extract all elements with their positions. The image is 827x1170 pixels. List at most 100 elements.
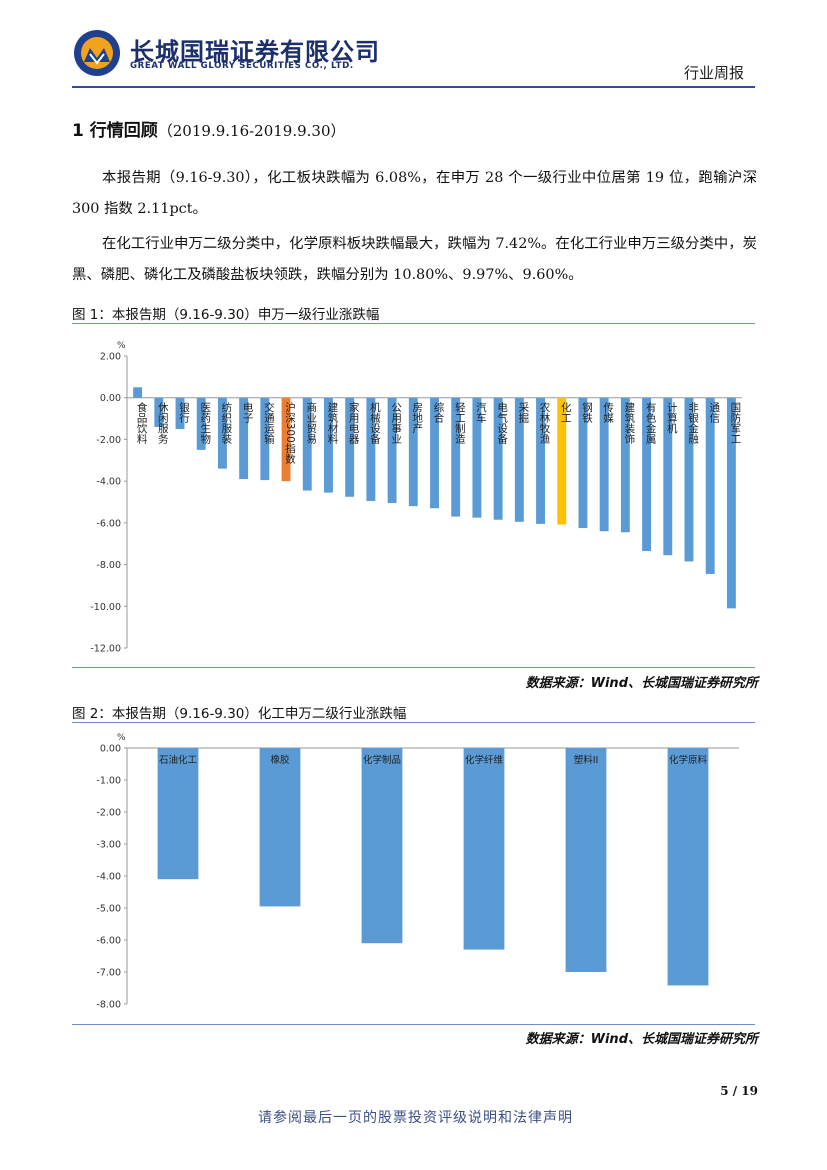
category-label: 休闲服务 [157, 402, 169, 445]
paragraph-1: 本报告期（9.16-9.30），化工板块跌幅为 6.08%，在申万 28 个一级… [72, 170, 757, 217]
bar [154, 397, 164, 427]
category-label: 有色金属 [645, 401, 657, 445]
bar [663, 397, 673, 556]
bar [557, 397, 567, 525]
bar [620, 397, 630, 533]
bar [684, 397, 694, 562]
figure2-bottom-rule [72, 1024, 755, 1025]
category-label: 传媒 [602, 402, 614, 424]
figure2-top-rule [72, 722, 755, 723]
bar [578, 397, 588, 529]
bar [259, 748, 301, 907]
category-label: 家用电器 [348, 401, 360, 445]
figure2-title: 图 2：本报告期（9.16-9.30）化工申万二级行业涨跌幅 [72, 706, 407, 722]
category-label: 通信 [708, 402, 720, 424]
bar [463, 748, 505, 950]
document-type: 行业周报 [684, 64, 745, 82]
y-tick-label: -12.00 [90, 644, 121, 655]
company-name-en: GREAT WALL GLORY SECURITIES CO., LTD. [130, 61, 354, 71]
category-label: 房地产 [411, 401, 423, 434]
category-label: 橡胶 [270, 754, 290, 766]
bar [175, 397, 185, 429]
category-label: 化学原料 [669, 754, 708, 766]
bar [472, 397, 482, 518]
category-label: 纺织服装 [220, 401, 232, 445]
y-tick-label: -6.00 [96, 518, 121, 529]
y-tick-label: -4.00 [96, 477, 121, 488]
y-tick-label: -8.00 [96, 1000, 121, 1011]
y-tick-label: -1.00 [96, 776, 121, 787]
bar [387, 397, 397, 504]
y-tick-label: -7.00 [96, 968, 121, 979]
category-label: 化学制品 [363, 754, 401, 766]
category-label: 化工 [560, 401, 572, 423]
bar [408, 397, 418, 507]
y-axis-unit-label: % [117, 733, 126, 743]
bar [302, 397, 312, 491]
bar [157, 748, 199, 880]
company-logo-icon [72, 28, 122, 78]
bar [642, 397, 652, 552]
y-tick-label: 0.00 [100, 393, 121, 404]
section-date-range: （2019.9.16-2019.9.30） [157, 122, 346, 140]
category-label: 电子 [242, 401, 254, 423]
bar [493, 397, 503, 520]
category-label: 银行 [178, 401, 190, 424]
bar [726, 397, 736, 609]
bar [324, 397, 333, 493]
footer-disclaimer: 请参阅最后一页的股票投资评级说明和法律声明 [258, 1110, 573, 1126]
category-label: 塑料II [574, 754, 599, 766]
figure1-source: 数据来源：Wind、长城国瑞证券研究所 [525, 676, 758, 691]
bar [565, 748, 607, 972]
y-tick-label: 0.00 [100, 744, 121, 755]
figure2-chart: %0.00 -1.00 -2.00 -3.00 -4.00 -5.00 -6.00 -7.00… [96, 733, 739, 1011]
section-title: 行情回顾 [89, 121, 158, 141]
bar [536, 397, 545, 524]
bar [667, 748, 709, 986]
y-tick-label: -6.00 [96, 936, 121, 947]
paragraph-2: 在化工行业申万二级分类中，化学原料板块跌幅最大，跌幅为 7.42%。在化工行业申… [72, 236, 757, 283]
figure1-top-rule [72, 323, 755, 324]
bar [196, 397, 206, 450]
category-label: 电气设备 [496, 401, 508, 445]
bar [260, 397, 270, 481]
figure1-title: 图 1：本报告期（9.16-9.30）申万一级行业涨跌幅 [72, 307, 380, 323]
category-label: 商业贸易 [305, 401, 317, 445]
bar [366, 397, 376, 501]
y-tick-label: -3.00 [96, 840, 121, 851]
category-label: 交通运输 [263, 401, 275, 445]
category-label: 综合 [433, 401, 445, 424]
header-divider [72, 86, 755, 88]
bar [345, 397, 355, 497]
y-axis-unit-label: % [117, 341, 126, 351]
bar [451, 397, 461, 517]
bar [514, 397, 524, 522]
y-tick-label: -8.00 [96, 560, 121, 571]
bar [133, 387, 143, 398]
y-tick-label: -4.00 [96, 872, 121, 883]
category-label: 机械设备 [369, 401, 381, 445]
bar [217, 397, 227, 469]
category-label: 建筑装饰 [623, 401, 635, 445]
section-heading: 1 行情回顾（2019.9.16-2019.9.30） [72, 116, 346, 141]
category-label: 医药生物 [199, 402, 211, 445]
figure1-bottom-rule [72, 667, 755, 668]
bar [281, 397, 291, 482]
category-label: 计算机 [666, 401, 678, 434]
category-label: 汽车 [475, 401, 487, 424]
category-label: 食品饮料 [136, 401, 148, 445]
category-label: 沪深300指数 [284, 401, 296, 465]
bar [599, 397, 609, 532]
figure1-chart: %2.00 0.00 -2.00 -4.00 -6.00 -8.00 -10.00 -12.0… [90, 341, 742, 655]
category-label: 公用事业 [390, 402, 402, 444]
y-tick-label: -2.00 [96, 808, 121, 819]
section-number: 1 [72, 121, 84, 141]
bar [430, 397, 439, 509]
category-label: 建筑材料 [326, 401, 338, 445]
category-label: 石油化工 [159, 754, 198, 766]
category-label: 钢铁 [581, 401, 593, 424]
category-label: 非银金融 [687, 402, 699, 445]
figure2-source: 数据来源：Wind、长城国瑞证券研究所 [525, 1032, 758, 1047]
bar [705, 397, 715, 574]
bar [361, 748, 403, 944]
